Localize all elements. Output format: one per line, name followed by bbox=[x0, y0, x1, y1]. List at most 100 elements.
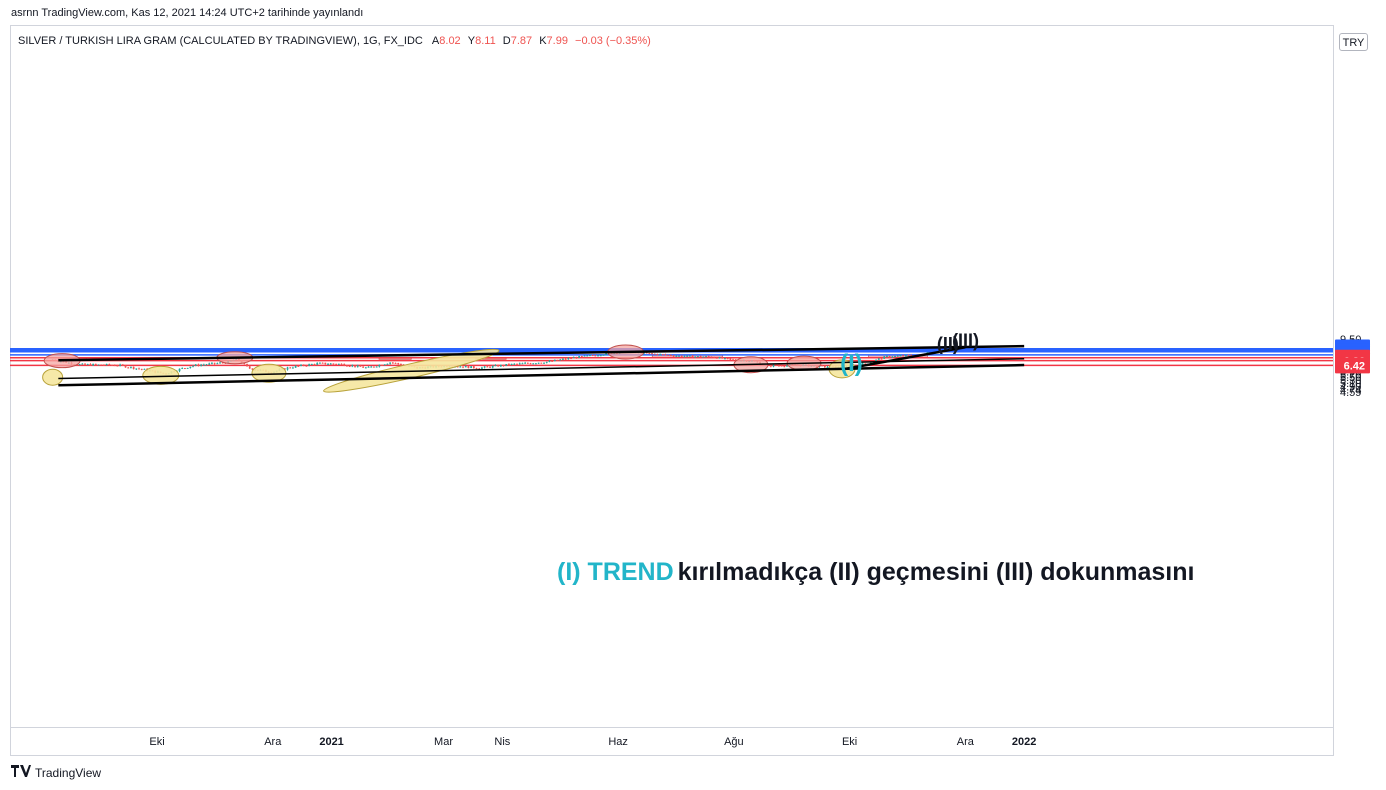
candle-body bbox=[705, 356, 707, 358]
candle-body bbox=[297, 365, 300, 367]
candle-body bbox=[683, 356, 686, 358]
candle-body bbox=[875, 359, 878, 362]
candle-body bbox=[726, 358, 729, 360]
x-tick-label: Ara bbox=[957, 736, 975, 748]
candle-body bbox=[513, 363, 516, 365]
candle-body bbox=[659, 354, 662, 356]
candle-body bbox=[103, 364, 105, 366]
x-tick-label: Ağu bbox=[724, 736, 744, 748]
candle-body bbox=[292, 367, 294, 369]
x-tick-label: Nis bbox=[494, 736, 510, 748]
candle-body bbox=[734, 359, 737, 361]
caption-text: (I) TREND kırılmadıkça (II) geçmesini (II… bbox=[557, 558, 1194, 586]
candle-body bbox=[94, 363, 97, 365]
candle-body bbox=[653, 353, 656, 355]
candle-body bbox=[670, 355, 672, 357]
candle-body bbox=[899, 355, 902, 357]
candle-body bbox=[332, 363, 335, 365]
candle-body bbox=[467, 366, 470, 369]
candle-body bbox=[391, 362, 394, 364]
candle-body bbox=[707, 356, 710, 358]
candle-body bbox=[389, 362, 392, 364]
candle-body bbox=[205, 364, 208, 366]
support-ellipse bbox=[42, 368, 64, 386]
time-axis-divider bbox=[10, 727, 1334, 728]
candle-body bbox=[526, 362, 529, 364]
candle-body bbox=[470, 366, 473, 369]
candle-body bbox=[769, 364, 772, 367]
candle-body bbox=[178, 368, 181, 372]
candle-body bbox=[143, 368, 146, 370]
candle-body bbox=[535, 363, 537, 365]
candle-body bbox=[597, 355, 599, 357]
candle-body bbox=[186, 367, 189, 369]
candle-body bbox=[891, 356, 894, 358]
candle-body bbox=[562, 358, 564, 360]
candle-body bbox=[661, 354, 664, 356]
candle-body bbox=[494, 365, 497, 367]
candle-body bbox=[686, 355, 689, 357]
candle-body bbox=[105, 363, 108, 366]
candle-body bbox=[724, 358, 726, 360]
candle-body bbox=[111, 364, 113, 366]
candle-body bbox=[697, 356, 699, 358]
candle-body bbox=[586, 355, 589, 357]
publish-info: asrnn TradingView.com, Kas 12, 2021 14:2… bbox=[11, 7, 364, 19]
candle-body bbox=[556, 359, 559, 361]
candle-body bbox=[605, 353, 608, 355]
ohlc-open: 8.02 bbox=[439, 35, 461, 47]
candle-body bbox=[521, 363, 524, 365]
candle-body bbox=[462, 366, 464, 368]
candle-body bbox=[678, 355, 680, 357]
candle-body bbox=[667, 354, 670, 356]
candle-body bbox=[775, 364, 778, 366]
candle-body bbox=[656, 353, 659, 355]
candle-body bbox=[532, 363, 535, 365]
wave-label: (II) bbox=[937, 334, 959, 354]
candle-body bbox=[92, 363, 95, 366]
candle-body bbox=[313, 364, 316, 366]
candle-body bbox=[583, 355, 586, 357]
price-tag-label: 6.42 bbox=[1344, 360, 1365, 372]
candle-body bbox=[888, 356, 891, 358]
candle-body bbox=[580, 356, 583, 358]
candle-body bbox=[599, 355, 602, 357]
candle-body bbox=[181, 368, 184, 370]
candle-body bbox=[902, 355, 905, 357]
candle-body bbox=[675, 355, 678, 357]
x-tick-label: Mar bbox=[434, 736, 453, 748]
candle-body bbox=[383, 364, 386, 366]
currency-button[interactable]: TRY bbox=[1339, 33, 1368, 51]
candle-body bbox=[869, 362, 872, 364]
candle-body bbox=[713, 357, 716, 359]
candle-body bbox=[772, 364, 775, 367]
candle-body bbox=[189, 366, 192, 368]
candle-body bbox=[113, 365, 116, 367]
candle-body bbox=[456, 366, 459, 368]
candle-body bbox=[543, 362, 545, 364]
candle-body bbox=[502, 364, 505, 366]
candle-body bbox=[219, 362, 221, 364]
candle-body bbox=[896, 355, 899, 357]
x-tick-label: 2022 bbox=[1012, 736, 1036, 748]
candle-body bbox=[459, 366, 462, 368]
candle-body bbox=[130, 366, 132, 368]
candle-body bbox=[645, 352, 648, 354]
candle-body bbox=[518, 363, 521, 365]
footer-brand[interactable]: TradingView bbox=[11, 765, 101, 780]
x-tick-label: Eki bbox=[842, 736, 857, 748]
candle-body bbox=[721, 357, 724, 359]
candle-body bbox=[86, 364, 89, 366]
candle-body bbox=[572, 357, 575, 359]
candle-body bbox=[337, 363, 340, 365]
y-tick-label: 5.30 bbox=[1340, 375, 1361, 387]
candle-body bbox=[548, 360, 551, 362]
candle-body bbox=[516, 363, 518, 365]
candle-body bbox=[378, 364, 381, 367]
candle-body bbox=[305, 365, 308, 367]
price-tag bbox=[1335, 357, 1370, 374]
candle-body bbox=[570, 358, 572, 360]
candle-body bbox=[464, 366, 467, 368]
ohlc-high-label: Y bbox=[467, 35, 476, 47]
